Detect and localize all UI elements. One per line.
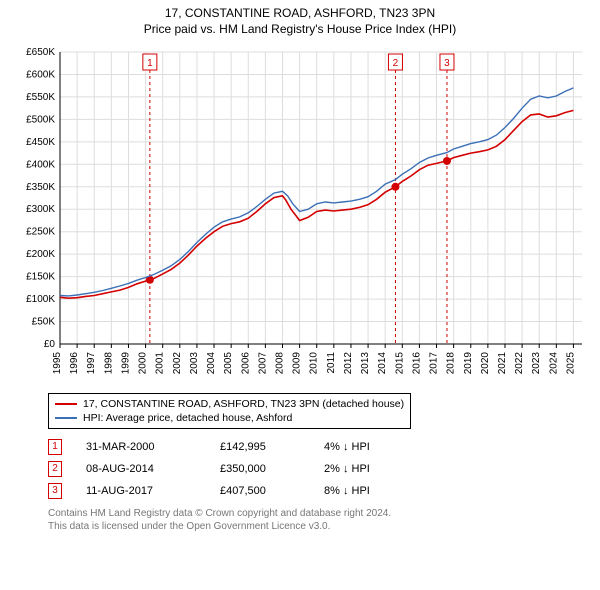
- svg-text:£500K: £500K: [26, 114, 55, 125]
- svg-text:£400K: £400K: [26, 159, 55, 170]
- line-chart-svg: £0 £50K £100K £150K £200K £250K £300K £350K £400…: [12, 44, 588, 384]
- svg-text:2019: 2019: [463, 352, 474, 375]
- legend-label: 17, CONSTANTINE ROAD, ASHFORD, TN23 3PN …: [83, 397, 404, 411]
- legend: 17, CONSTANTINE ROAD, ASHFORD, TN23 3PN …: [48, 393, 411, 429]
- svg-text:1996: 1996: [69, 352, 80, 375]
- svg-text:2018: 2018: [446, 352, 457, 375]
- svg-text:2012: 2012: [343, 352, 354, 375]
- svg-text:2007: 2007: [257, 352, 268, 375]
- svg-text:2001: 2001: [155, 352, 166, 375]
- svg-text:1: 1: [147, 58, 153, 69]
- svg-text:1999: 1999: [120, 352, 131, 375]
- title-address: 17, CONSTANTINE ROAD, ASHFORD, TN23 3PN: [0, 6, 600, 20]
- svg-text:2010: 2010: [309, 352, 320, 375]
- svg-text:2021: 2021: [497, 352, 508, 375]
- sales-row: 3 11-AUG-2017 £407,500 8% ↓ HPI: [48, 483, 588, 499]
- svg-text:2023: 2023: [531, 352, 542, 375]
- svg-text:2025: 2025: [565, 352, 576, 375]
- sales-table: 1 31-MAR-2000 £142,995 4% ↓ HPI 2 08-AUG-2014…: [48, 439, 588, 499]
- title-area: 17, CONSTANTINE ROAD, ASHFORD, TN23 3PN …: [0, 0, 600, 36]
- sale-date: 11-AUG-2017: [86, 485, 196, 497]
- svg-text:£300K: £300K: [26, 204, 55, 215]
- legend-swatch: [55, 417, 77, 419]
- svg-text:2014: 2014: [377, 352, 388, 375]
- legend-row: HPI: Average price, detached house, Ashf…: [55, 411, 404, 425]
- sale-date: 31-MAR-2000: [86, 441, 196, 453]
- svg-text:£350K: £350K: [26, 182, 55, 193]
- sale-diff: 4% ↓ HPI: [324, 441, 404, 453]
- title-subtitle: Price paid vs. HM Land Registry's House …: [0, 22, 600, 36]
- footer-attribution: Contains HM Land Registry data © Crown c…: [48, 507, 588, 533]
- legend-swatch: [55, 403, 77, 405]
- chart-container: 17, CONSTANTINE ROAD, ASHFORD, TN23 3PN …: [0, 0, 600, 590]
- svg-text:£150K: £150K: [26, 272, 55, 283]
- svg-text:2009: 2009: [292, 352, 303, 375]
- sale-price: £350,000: [220, 463, 300, 475]
- sales-row: 1 31-MAR-2000 £142,995 4% ↓ HPI: [48, 439, 588, 455]
- sale-diff: 8% ↓ HPI: [324, 485, 404, 497]
- footer-line2: This data is licensed under the Open Gov…: [48, 520, 588, 533]
- svg-text:1997: 1997: [86, 352, 97, 375]
- svg-text:1998: 1998: [103, 352, 114, 375]
- sale-price: £407,500: [220, 485, 300, 497]
- svg-text:2002: 2002: [172, 352, 183, 375]
- sale-date: 08-AUG-2014: [86, 463, 196, 475]
- svg-text:2004: 2004: [206, 352, 217, 375]
- svg-text:£100K: £100K: [26, 294, 55, 305]
- svg-text:£50K: £50K: [32, 317, 56, 328]
- footer-line1: Contains HM Land Registry data © Crown c…: [48, 507, 588, 520]
- sale-marker-box: 1: [48, 439, 62, 455]
- svg-text:2024: 2024: [548, 352, 559, 375]
- svg-text:£250K: £250K: [26, 227, 55, 238]
- legend-row: 17, CONSTANTINE ROAD, ASHFORD, TN23 3PN …: [55, 397, 404, 411]
- svg-text:3: 3: [444, 58, 450, 69]
- svg-text:2000: 2000: [138, 352, 149, 375]
- sale-marker-box: 2: [48, 461, 62, 477]
- chart-area: £0 £50K £100K £150K £200K £250K £300K £350K £400…: [12, 44, 588, 387]
- svg-text:2020: 2020: [480, 352, 491, 375]
- svg-text:2: 2: [393, 58, 399, 69]
- svg-text:£550K: £550K: [26, 92, 55, 103]
- sale-marker-box: 3: [48, 483, 62, 499]
- svg-text:2017: 2017: [429, 352, 440, 375]
- svg-text:2022: 2022: [514, 352, 525, 375]
- svg-text:2013: 2013: [360, 352, 371, 375]
- svg-text:£650K: £650K: [26, 47, 55, 58]
- svg-text:2015: 2015: [394, 352, 405, 375]
- svg-text:2006: 2006: [240, 352, 251, 375]
- svg-text:1995: 1995: [52, 352, 63, 375]
- svg-text:2016: 2016: [411, 352, 422, 375]
- svg-text:2008: 2008: [274, 352, 285, 375]
- legend-label: HPI: Average price, detached house, Ashf…: [83, 411, 292, 425]
- sale-price: £142,995: [220, 441, 300, 453]
- svg-text:£450K: £450K: [26, 137, 55, 148]
- svg-text:£600K: £600K: [26, 69, 55, 80]
- sales-row: 2 08-AUG-2014 £350,000 2% ↓ HPI: [48, 461, 588, 477]
- svg-text:2011: 2011: [326, 352, 337, 374]
- svg-text:£200K: £200K: [26, 249, 55, 260]
- svg-text:£0: £0: [44, 339, 56, 350]
- svg-text:2005: 2005: [223, 352, 234, 375]
- sale-diff: 2% ↓ HPI: [324, 463, 404, 475]
- svg-text:2003: 2003: [189, 352, 200, 375]
